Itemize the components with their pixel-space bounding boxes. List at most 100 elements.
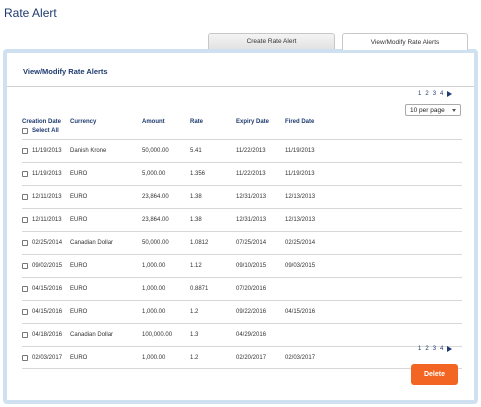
cell-creation-date: 12/11/2013 <box>32 217 62 223</box>
tab-create-label: Create Rate Alert <box>246 38 297 45</box>
cell-rate: 5.41 <box>190 148 202 154</box>
panel-header: View/Modify Rate Alerts <box>7 53 474 87</box>
cell-rate: 1.2 <box>190 355 199 361</box>
page-link-4[interactable]: 4 <box>440 346 444 352</box>
page-link-1[interactable]: 1 <box>418 346 422 352</box>
cell-amount: 50,000.00 <box>142 148 169 154</box>
cell-creation-date: 02/25/2014 <box>32 240 63 246</box>
row-checkbox[interactable] <box>22 355 28 361</box>
column-header-currency[interactable]: Currency <box>70 119 97 125</box>
cell-expiry-date: 11/22/2013 <box>236 171 266 177</box>
cell-rate: 1.12 <box>190 263 202 269</box>
cell-creation-date: 09/02/2015 <box>32 263 63 269</box>
cell-amount: 23,864.00 <box>142 217 169 223</box>
cell-creation-date: 04/15/2016 <box>32 309 63 315</box>
tab-view-modify-rate-alerts[interactable]: View/Modify Rate Alerts <box>342 33 468 50</box>
page-link-2[interactable]: 2 <box>425 91 429 97</box>
delete-button[interactable]: Delete <box>411 364 458 385</box>
cell-creation-date: 11/19/2013 <box>32 171 62 177</box>
per-page-value: 10 per page <box>410 106 445 114</box>
table-row: 09/02/2015 EURO 1,000.00 1.12 09/10/2015… <box>22 254 462 277</box>
row-checkbox[interactable] <box>22 263 28 269</box>
cell-rate: 1.38 <box>190 217 202 223</box>
cell-fired-date: 11/19/2013 <box>285 148 315 154</box>
page-link-4[interactable]: 4 <box>440 91 444 97</box>
tab-create-rate-alert[interactable]: Create Rate Alert <box>208 33 335 49</box>
table-row: 12/11/2013 EURO 23,864.00 1.38 12/31/201… <box>22 185 462 208</box>
cell-currency: EURO <box>70 309 88 315</box>
cell-currency: EURO <box>70 171 88 177</box>
cell-expiry-date: 09/10/2015 <box>236 263 267 269</box>
cell-amount: 100,000.00 <box>142 332 173 338</box>
column-header-creation-date[interactable]: Creation Date <box>22 119 62 125</box>
tab-view-label: View/Modify Rate Alerts <box>370 38 440 46</box>
page-link-3[interactable]: 3 <box>432 346 437 352</box>
select-all-label: Select All <box>32 128 59 134</box>
column-header-expiry-date[interactable]: Expiry Date <box>236 119 270 125</box>
cell-rate: 1.2 <box>190 309 199 315</box>
row-checkbox[interactable] <box>22 240 28 246</box>
column-header-rate[interactable]: Rate <box>190 119 204 125</box>
cell-rate: 1.356 <box>190 171 206 177</box>
cell-fired-date: 12/13/2013 <box>285 194 316 200</box>
cell-currency: Canadian Dollar <box>70 332 114 338</box>
triangle-right-icon[interactable] <box>447 91 453 97</box>
cell-expiry-date: 11/22/2013 <box>236 148 266 154</box>
page-link-2[interactable]: 2 <box>425 346 429 352</box>
alerts-table: 11/19/2013 Danish Krone 50,000.00 5.41 1… <box>22 139 462 369</box>
cell-expiry-date: 04/29/2016 <box>236 332 267 338</box>
page-link-3[interactable]: 3 <box>432 91 437 97</box>
select-all-checkbox[interactable] <box>22 128 28 134</box>
cell-expiry-date: 02/20/2017 <box>236 355 267 361</box>
cell-amount: 1,000.00 <box>142 286 166 292</box>
cell-amount: 23,864.00 <box>142 194 169 200</box>
cell-fired-date: 02/03/2017 <box>285 355 316 361</box>
cell-currency: EURO <box>70 217 88 223</box>
cell-fired-date: 04/15/2016 <box>285 309 316 315</box>
per-page-select[interactable]: 10 per page <box>405 104 461 116</box>
cell-currency: EURO <box>70 194 88 200</box>
cell-creation-date: 04/18/2016 <box>32 332 63 338</box>
cell-currency: EURO <box>70 355 88 361</box>
row-checkbox[interactable] <box>22 148 28 154</box>
cell-expiry-date: 09/22/2016 <box>236 309 267 315</box>
cell-expiry-date: 07/20/2016 <box>236 286 267 292</box>
rate-alerts-panel: View/Modify Rate Alerts <box>3 49 478 404</box>
cell-fired-date: 09/03/2015 <box>285 263 316 269</box>
cell-expiry-date: 12/31/2013 <box>236 194 267 200</box>
table-row: 04/18/2016 Canadian Dollar 100,000.00 1.… <box>22 323 462 346</box>
page-link-1[interactable]: 1 <box>418 91 422 97</box>
table-row: 02/03/2017 EURO 1,000.00 1.2 02/20/2017 … <box>22 346 462 369</box>
select-all: Select All <box>22 128 59 134</box>
row-checkbox[interactable] <box>22 217 28 223</box>
cell-currency: EURO <box>70 263 88 269</box>
column-header-fired-date[interactable]: Fired Date <box>285 119 315 125</box>
table-row: 11/19/2013 Danish Krone 50,000.00 5.41 1… <box>22 139 462 162</box>
row-checkbox[interactable] <box>22 309 28 315</box>
row-checkbox[interactable] <box>22 194 28 200</box>
row-checkbox[interactable] <box>22 332 28 338</box>
cell-amount: 5,000.00 <box>142 171 166 177</box>
cell-rate: 0.8871 <box>190 286 209 292</box>
cell-expiry-date: 12/31/2013 <box>236 217 267 223</box>
cell-amount: 50,000.00 <box>142 240 169 246</box>
column-header-amount[interactable]: Amount <box>142 119 165 125</box>
row-checkbox[interactable] <box>22 286 28 292</box>
panel-title: View/Modify Rate Alerts <box>23 67 108 76</box>
cell-rate: 1.3 <box>190 332 199 338</box>
cell-amount: 1,000.00 <box>142 263 166 269</box>
pagination-bottom: 1 2 3 4 <box>418 346 453 352</box>
cell-currency: EURO <box>70 286 88 292</box>
cell-expiry-date: 07/25/2014 <box>236 240 267 246</box>
cell-creation-date: 12/11/2013 <box>32 194 62 200</box>
table-row: 11/19/2013 EURO 5,000.00 1.356 11/22/201… <box>22 162 462 185</box>
cell-amount: 1,000.00 <box>142 309 166 315</box>
cell-creation-date: 11/19/2013 <box>32 148 62 154</box>
page-title: Rate Alert <box>4 6 57 20</box>
cell-fired-date: 11/19/2013 <box>285 171 315 177</box>
chevron-down-icon <box>452 109 456 112</box>
cell-rate: 1.38 <box>190 194 202 200</box>
cell-amount: 1,000.00 <box>142 355 166 361</box>
row-checkbox[interactable] <box>22 171 28 177</box>
triangle-right-icon[interactable] <box>447 346 453 352</box>
